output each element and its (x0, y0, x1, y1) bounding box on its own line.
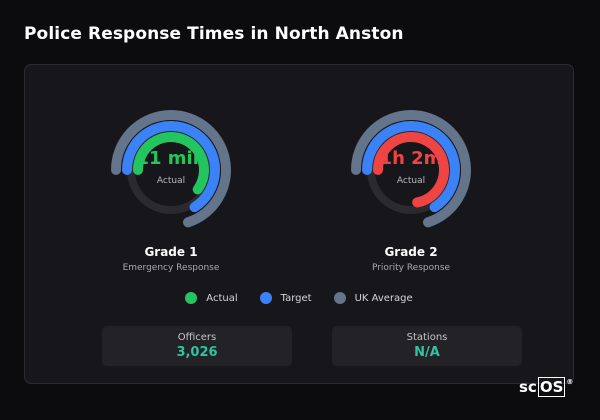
grade-2-gauge: 1h 2m Actual Grade 2 Priority Response (336, 105, 486, 273)
grade-2-rings (351, 110, 471, 228)
stations-label: Stations (406, 332, 448, 343)
grade-2-sub-label: Actual (396, 176, 426, 186)
legend-item-target: Target (259, 292, 312, 304)
legend-dot-target (259, 292, 272, 304)
grade-1-actual-ring (133, 132, 209, 195)
grade-1-name: Grade 1 (144, 245, 198, 259)
grade-1-rings (111, 110, 231, 228)
legend-label-actual: Actual (206, 292, 238, 304)
legend-item-uk-average: UK Average (333, 292, 413, 304)
stations-value: N/A (414, 345, 440, 360)
grade-1-gauge: 11 min Actual Grade 1 Emergency Response (96, 105, 246, 273)
scos-logo: sc OS ® (519, 377, 574, 397)
legend-label-uk-average: UK Average (354, 292, 413, 304)
officers-label: Officers (177, 332, 217, 343)
grade-2-uk-average-ring (351, 110, 471, 228)
legend-dot-uk-average (333, 292, 346, 304)
logo-plain-text: sc (519, 378, 537, 396)
legend-dot-actual (185, 292, 198, 304)
officers-value: 3,026 (176, 345, 218, 360)
stations-stat: Stations N/A (332, 326, 522, 366)
grade-1-uk-average-ring (111, 110, 231, 228)
grade-2-target-ring (362, 121, 460, 213)
logo-boxed-text: OS (537, 377, 566, 397)
page-title: Police Response Times in North Anston (24, 24, 404, 44)
grade-2-value: 1h 2m (379, 148, 443, 169)
grade-2-actual-ring (373, 132, 449, 208)
legend: Actual Target UK Average (25, 292, 573, 304)
grade-1-sub-label: Actual (156, 176, 186, 186)
legend-label-target: Target (280, 292, 312, 304)
grade-2-description: Priority Response (371, 263, 451, 273)
logo-registered-mark: ® (566, 378, 574, 386)
officers-stat: Officers 3,026 (102, 326, 292, 366)
grade-1-value: 11 min (136, 148, 206, 169)
grade-1-description: Emergency Response (122, 263, 220, 273)
grade-1-target-ring (122, 121, 220, 213)
legend-item-actual: Actual (185, 292, 238, 304)
response-times-card: 11 min Actual Grade 1 Emergency Response… (24, 64, 574, 384)
grade-2-name: Grade 2 (384, 245, 438, 259)
